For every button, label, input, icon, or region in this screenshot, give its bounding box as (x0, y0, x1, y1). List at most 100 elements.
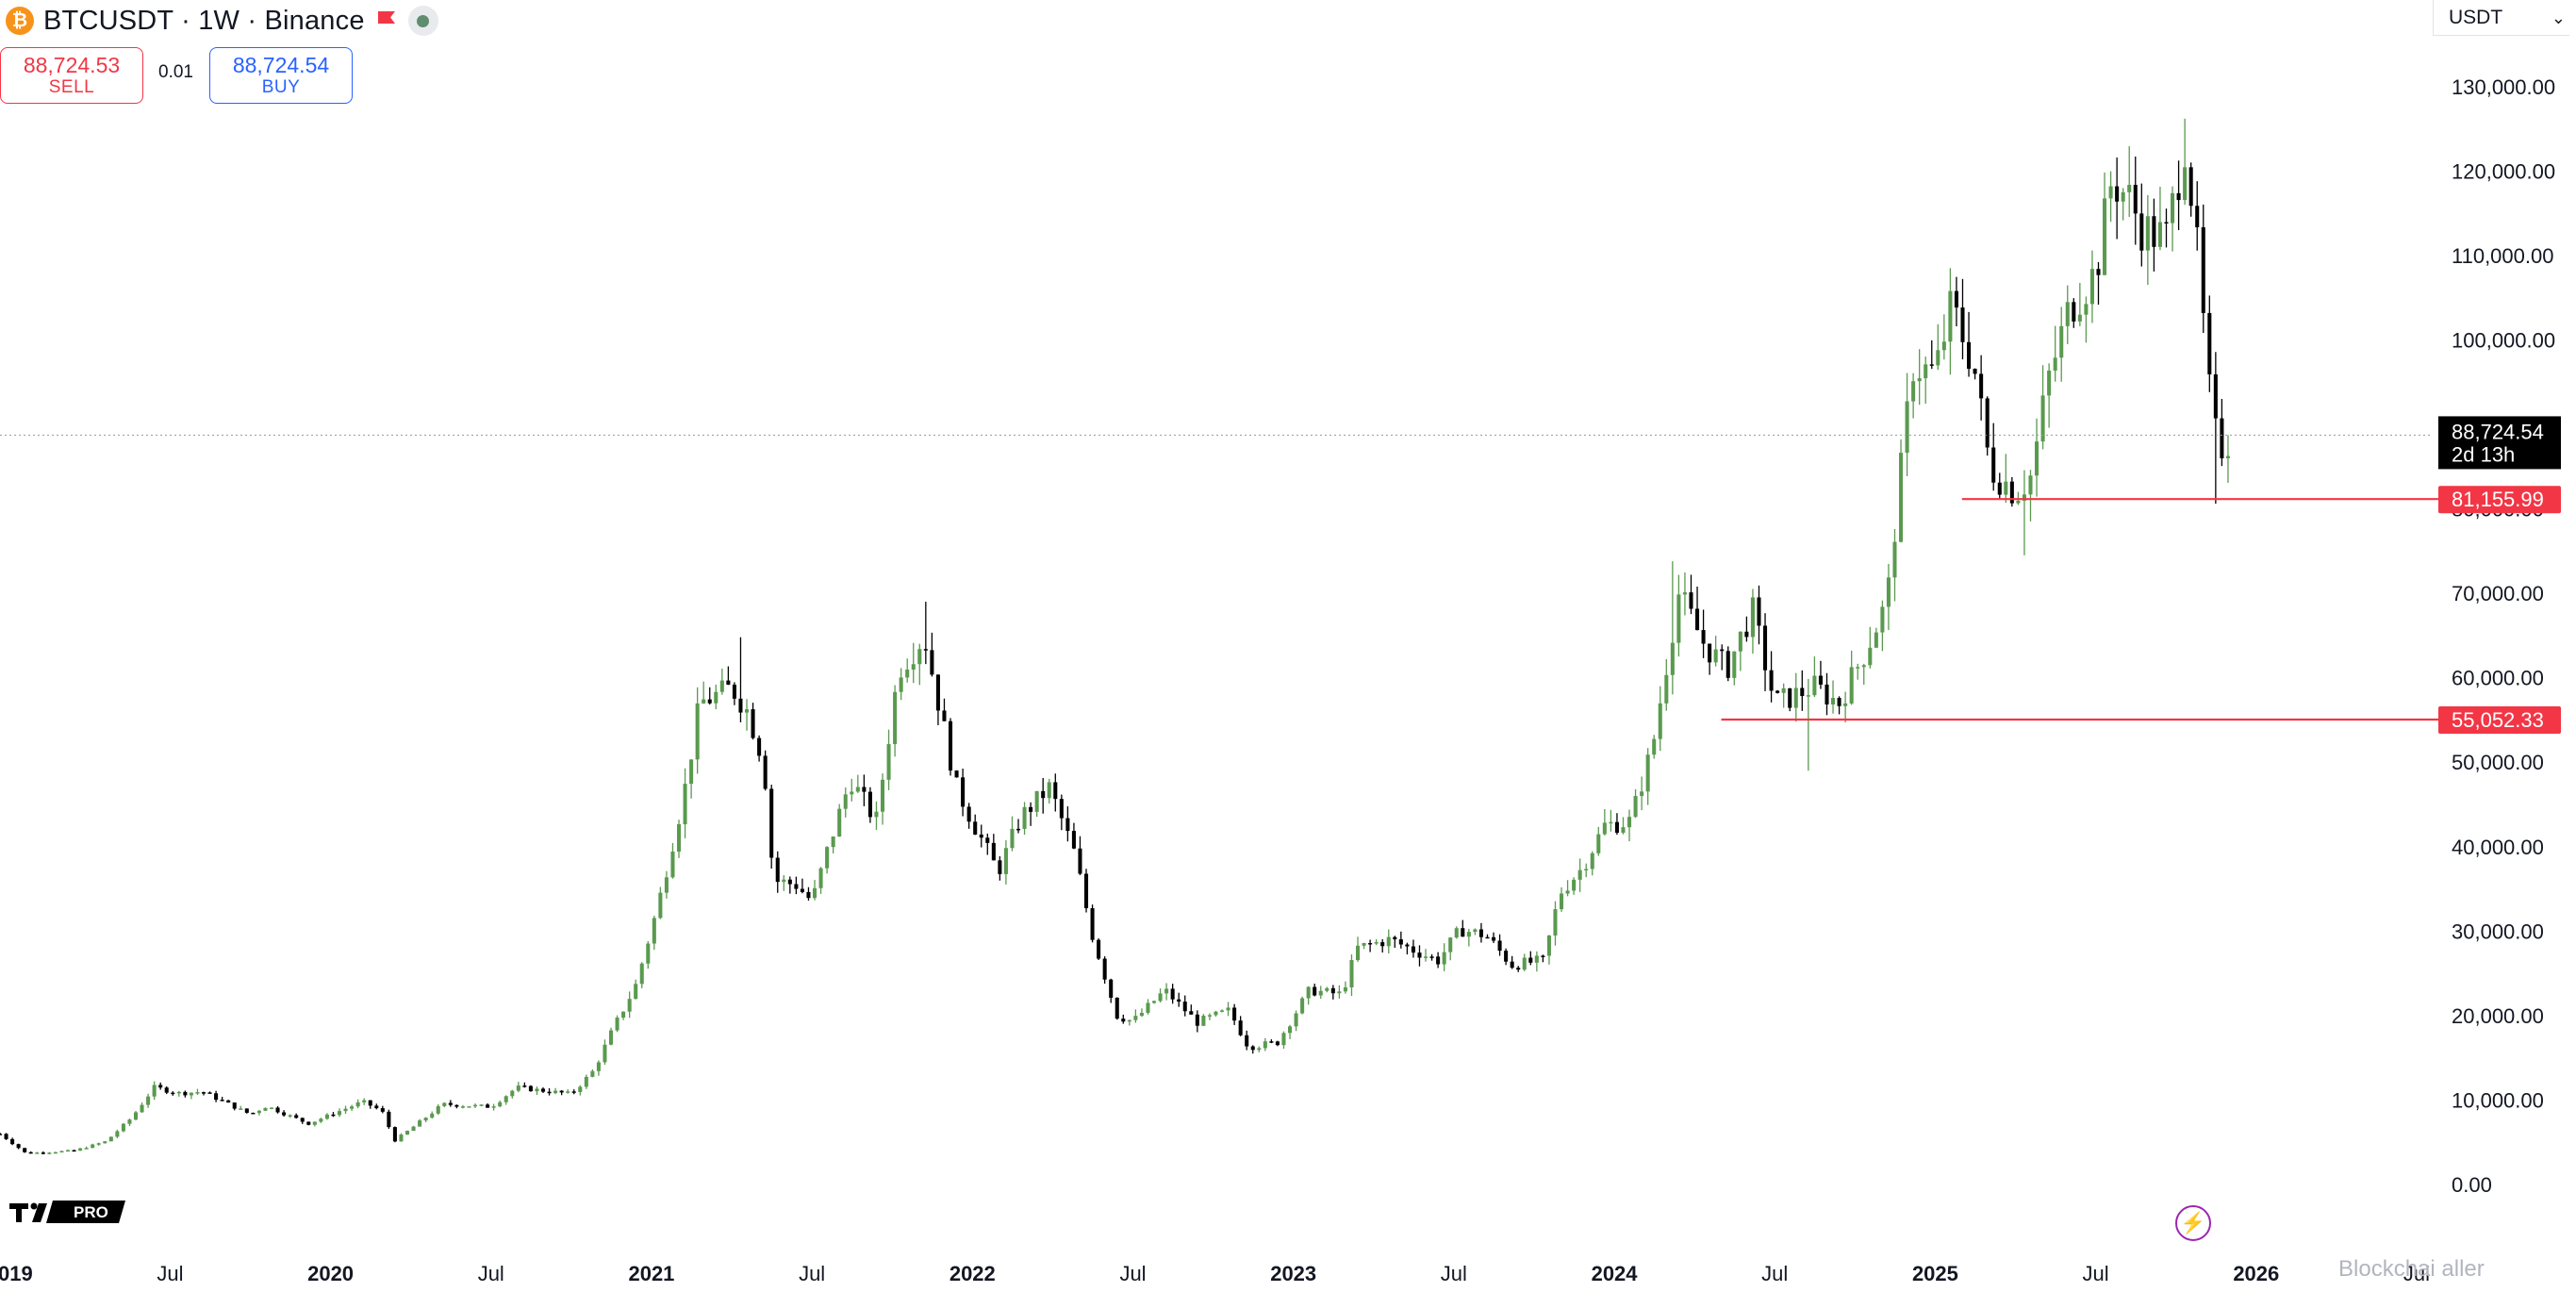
candle-up (1627, 817, 1632, 828)
time-tick-label: Jul (799, 1262, 825, 1285)
candle-up (256, 1110, 261, 1114)
candle-down (2213, 373, 2218, 419)
time-tick-label: 2023 (1270, 1262, 1316, 1285)
candle-down (1232, 1007, 1237, 1021)
candle-up (176, 1091, 181, 1094)
candle-up (1899, 453, 1904, 542)
candle-up (578, 1086, 583, 1093)
candle-up (1856, 667, 1860, 669)
price-tick-label: 0.00 (2452, 1173, 2492, 1197)
candle-up (472, 1104, 478, 1107)
candle-up (818, 868, 823, 888)
candle-up (288, 1115, 292, 1117)
candle-up (504, 1096, 508, 1102)
candle-up (1812, 675, 1817, 696)
candle-up (1831, 698, 1836, 704)
candle-down (1182, 1002, 1187, 1012)
candle-up (1868, 647, 1873, 666)
candle-down (1189, 1011, 1194, 1015)
candle-up (553, 1090, 558, 1094)
time-tick-label: 2025 (1912, 1262, 1958, 1285)
candle-up (1448, 937, 1453, 952)
candle-down (1170, 988, 1175, 1000)
candle-down (1954, 290, 1958, 308)
price-axis[interactable]: 130,000.00 120,000.00 110,000.00 100,000.00… (2452, 75, 2555, 1197)
candle-down (2139, 213, 2144, 251)
candle-down (1504, 951, 1509, 962)
candle-down (867, 791, 872, 818)
candle-down (1708, 643, 1712, 663)
candle-down (1065, 818, 1070, 832)
candle-down (935, 674, 940, 711)
symbol-header[interactable]: ₿ BTCUSDT · 1W · Binance (6, 4, 438, 38)
candle-up (350, 1106, 355, 1109)
candle-down (1269, 1041, 1274, 1043)
candle-up (1522, 957, 1527, 970)
candle-down (751, 709, 755, 738)
candle-down (991, 842, 996, 861)
candle-up (719, 680, 724, 692)
candle-up (1843, 703, 1848, 706)
candle-up (911, 664, 916, 671)
candle-up (1849, 667, 1854, 704)
candle-down (1720, 649, 1725, 652)
candle-up (1281, 1033, 1286, 1046)
candle-up (91, 1144, 95, 1149)
red-flag-icon[interactable] (374, 8, 399, 33)
sell-button[interactable]: 88,724.53 SELL (0, 47, 143, 104)
time-tick-label: 2026 (2233, 1262, 2279, 1285)
candle-up (1127, 1019, 1131, 1022)
buy-button[interactable]: 88,724.54 BUY (209, 47, 353, 104)
candle-up (65, 1150, 71, 1152)
level-price-tag[interactable] (2438, 486, 2561, 514)
tradingview-logo[interactable]: PRO (8, 1199, 125, 1225)
candle-down (300, 1118, 305, 1122)
lightning-icon[interactable]: ⚡ (2175, 1205, 2211, 1241)
candle-up (2089, 269, 2094, 305)
level-price-tag[interactable] (2438, 705, 2561, 734)
candle-up (689, 759, 694, 785)
currency-selector[interactable]: USDT ⌄ (2433, 0, 2569, 36)
candle-down (1825, 684, 1829, 704)
candle-up (1911, 381, 1916, 402)
candle-up (2103, 198, 2107, 275)
candle-up (1645, 754, 1650, 792)
candle-down (961, 777, 966, 807)
candle-down (164, 1087, 169, 1093)
market-status-dot-icon[interactable] (407, 6, 438, 36)
candle-down (1405, 944, 1410, 947)
candle-down (1763, 625, 1768, 671)
time-tick-label: 2020 (307, 1262, 354, 1285)
candle-up (2035, 441, 2039, 476)
price-tick-label: 100,000.00 (2452, 328, 2555, 352)
candle-down (1614, 821, 1619, 833)
candle-up (831, 836, 835, 848)
candle-down (738, 698, 743, 713)
time-axis[interactable]: 2019 Jul 2020 Jul 2021 Jul 2022 Jul 2023 Jul 2024 J… (0, 1262, 2430, 1285)
candle-up (1219, 1010, 1225, 1012)
candle-up (1682, 592, 1687, 595)
candle-up (1609, 821, 1613, 824)
candle-up (1572, 879, 1577, 891)
candle-down (1541, 955, 1545, 957)
candle-down (923, 649, 928, 651)
candle-up (917, 649, 922, 665)
candle-up (127, 1119, 132, 1124)
candle-down (1121, 1019, 1126, 1022)
candle-down (331, 1114, 336, 1117)
candle-up (2053, 357, 2057, 371)
candle-up (115, 1131, 120, 1137)
candle-up (2028, 475, 2033, 495)
candle-up (1553, 909, 1558, 936)
time-tick-label: Jul (1761, 1262, 1788, 1285)
candle-up (108, 1136, 113, 1142)
watermark: Blockchai aller (2338, 1256, 2485, 1282)
candle-down (2201, 227, 2205, 313)
candle-up (1164, 988, 1169, 994)
candle-up (1621, 827, 1626, 833)
symbol-title[interactable]: BTCUSDT · 1W · Binance (43, 5, 365, 36)
price-tick-label: 50,000.00 (2452, 751, 2544, 774)
last-price-tag[interactable] (2438, 416, 2561, 470)
